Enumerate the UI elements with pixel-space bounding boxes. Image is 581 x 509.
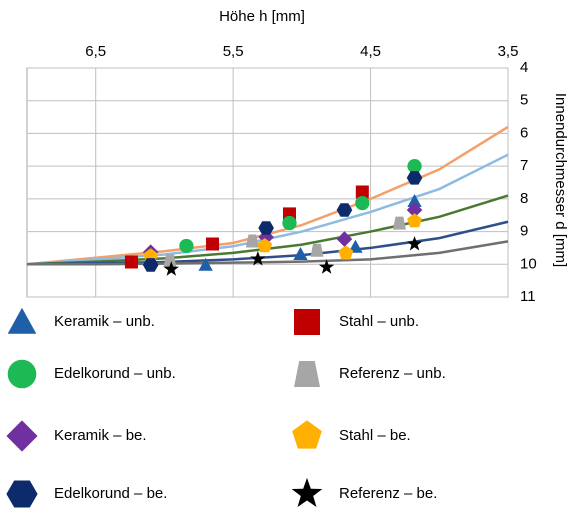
data-point xyxy=(257,238,273,253)
data-point xyxy=(348,239,363,253)
legend-label: Stahl – unb. xyxy=(339,313,419,330)
y-tick-label: 6 xyxy=(520,124,528,141)
legend-label: Referenz – unb. xyxy=(339,365,446,382)
data-point xyxy=(355,185,369,199)
data-point xyxy=(407,213,422,228)
data-point xyxy=(406,171,423,185)
data-point xyxy=(392,216,406,230)
data-point xyxy=(206,237,220,251)
legend-label: Keramik – unb. xyxy=(54,313,155,330)
legend-marker xyxy=(7,359,37,389)
data-point xyxy=(142,258,159,272)
data-point xyxy=(198,257,213,271)
data-point xyxy=(407,158,422,174)
y-tick-label: 10 xyxy=(520,255,537,272)
data-point xyxy=(318,259,335,274)
y-tick-label: 9 xyxy=(520,223,528,240)
y-tick-label: 4 xyxy=(520,59,528,76)
data-point xyxy=(336,203,353,217)
data-point xyxy=(355,195,370,211)
legend-label: Referenz – be. xyxy=(339,485,437,502)
legend-marker xyxy=(294,309,320,335)
legend-marker xyxy=(292,420,322,449)
legend-label: Stahl – be. xyxy=(339,427,411,444)
legend-marker xyxy=(291,477,323,508)
legend-marker xyxy=(6,420,38,452)
data-point xyxy=(245,234,259,248)
legend-label: Edelkorund – unb. xyxy=(54,365,176,382)
x-tick-label: 3,5 xyxy=(498,43,519,60)
legend-marker xyxy=(6,480,38,508)
data-point xyxy=(124,255,138,269)
y-tick-label: 11 xyxy=(520,288,536,305)
y-tick-label: 7 xyxy=(520,157,528,174)
x-tick-label: 4,5 xyxy=(360,43,381,60)
data-point xyxy=(310,243,324,257)
data-point xyxy=(282,215,297,231)
x-tick-label: 5,5 xyxy=(223,43,244,60)
legend-label: Edelkorund – be. xyxy=(54,485,167,502)
y-tick-label: 5 xyxy=(520,92,528,109)
y-tick-label: 8 xyxy=(520,190,528,207)
y-axis-label: Innendurchmesser d [mm] xyxy=(552,93,569,267)
x-axis-label: Höhe h [mm] xyxy=(219,8,305,25)
data-point xyxy=(163,261,179,276)
data-point xyxy=(293,246,308,260)
data-point xyxy=(258,229,274,245)
x-tick-label: 6,5 xyxy=(85,43,106,60)
data-point xyxy=(163,254,177,268)
data-point xyxy=(406,235,423,251)
legend-marker xyxy=(7,307,37,334)
fit-curve xyxy=(27,240,509,266)
data-point xyxy=(250,250,266,266)
data-point xyxy=(336,231,353,247)
data-point xyxy=(179,238,194,254)
data-point xyxy=(407,193,422,207)
legend-marker xyxy=(294,361,320,387)
data-point xyxy=(258,221,274,235)
data-point xyxy=(338,245,354,260)
data-point xyxy=(406,202,423,218)
legend-label: Keramik – be. xyxy=(54,427,147,444)
